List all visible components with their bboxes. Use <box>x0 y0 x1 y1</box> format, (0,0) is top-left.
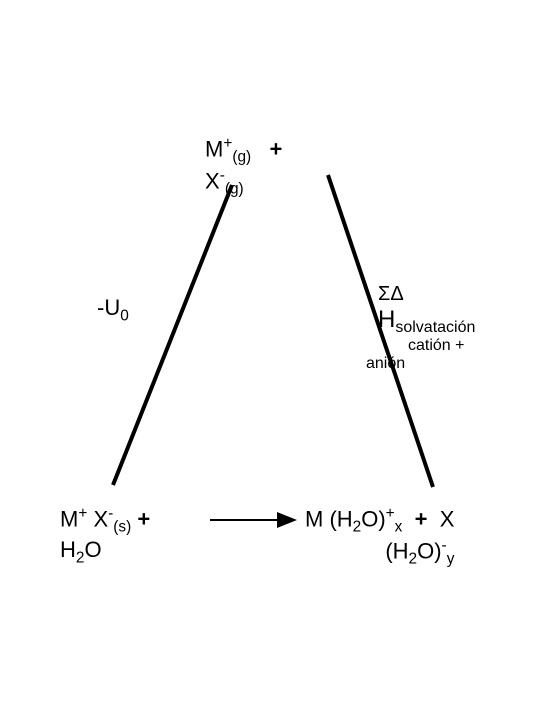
br-ch1: + <box>386 505 395 522</box>
H-sub: solvatación <box>395 319 475 336</box>
node-bottom-left: M+ X-(s) + H2O <box>60 505 150 567</box>
label-left-edge: -U0 <box>97 295 129 325</box>
br-H: (H <box>385 538 408 563</box>
delta: Δ <box>390 283 403 305</box>
bl-plus: + <box>137 506 150 531</box>
br-suby: y <box>447 550 455 567</box>
top-M-charge: + <box>223 135 232 152</box>
top-X-phase: (g) <box>225 180 244 197</box>
bl-Mcharge: + <box>78 505 87 522</box>
bl-O: O <box>84 537 101 562</box>
bl-X: X <box>93 506 108 531</box>
bl-M: M <box>60 506 78 531</box>
anion-text: anión <box>366 355 475 373</box>
bl-H: H <box>60 537 76 562</box>
br-plus: + <box>415 506 428 531</box>
minus-U: -U <box>97 295 120 320</box>
sigma: Σ <box>378 283 390 305</box>
edge-left <box>113 185 232 485</box>
br-M: M (H <box>305 506 353 531</box>
label-right-edge: ΣΔ Hsolvatación catión + anión <box>378 283 475 373</box>
H: H <box>378 306 395 333</box>
top-M-phase: (g) <box>232 149 251 166</box>
br-subx: x <box>395 519 403 536</box>
br-O2: O) <box>417 538 441 563</box>
node-bottom-right: M (H2O)+x + X (H2O)-y <box>305 505 454 568</box>
br-sub1: 2 <box>353 519 362 536</box>
U-sub: 0 <box>120 307 129 324</box>
br-O1: O) <box>361 506 385 531</box>
top-X: X <box>205 168 220 193</box>
cation-text: catión + <box>378 337 475 355</box>
br-X: X <box>440 506 455 531</box>
br-sub2: 2 <box>409 550 418 567</box>
node-top: M+(g) + X-(g) <box>205 135 282 198</box>
bl-phase: (s) <box>113 519 131 536</box>
top-M: M <box>205 136 223 161</box>
top-plus: + <box>269 136 282 161</box>
